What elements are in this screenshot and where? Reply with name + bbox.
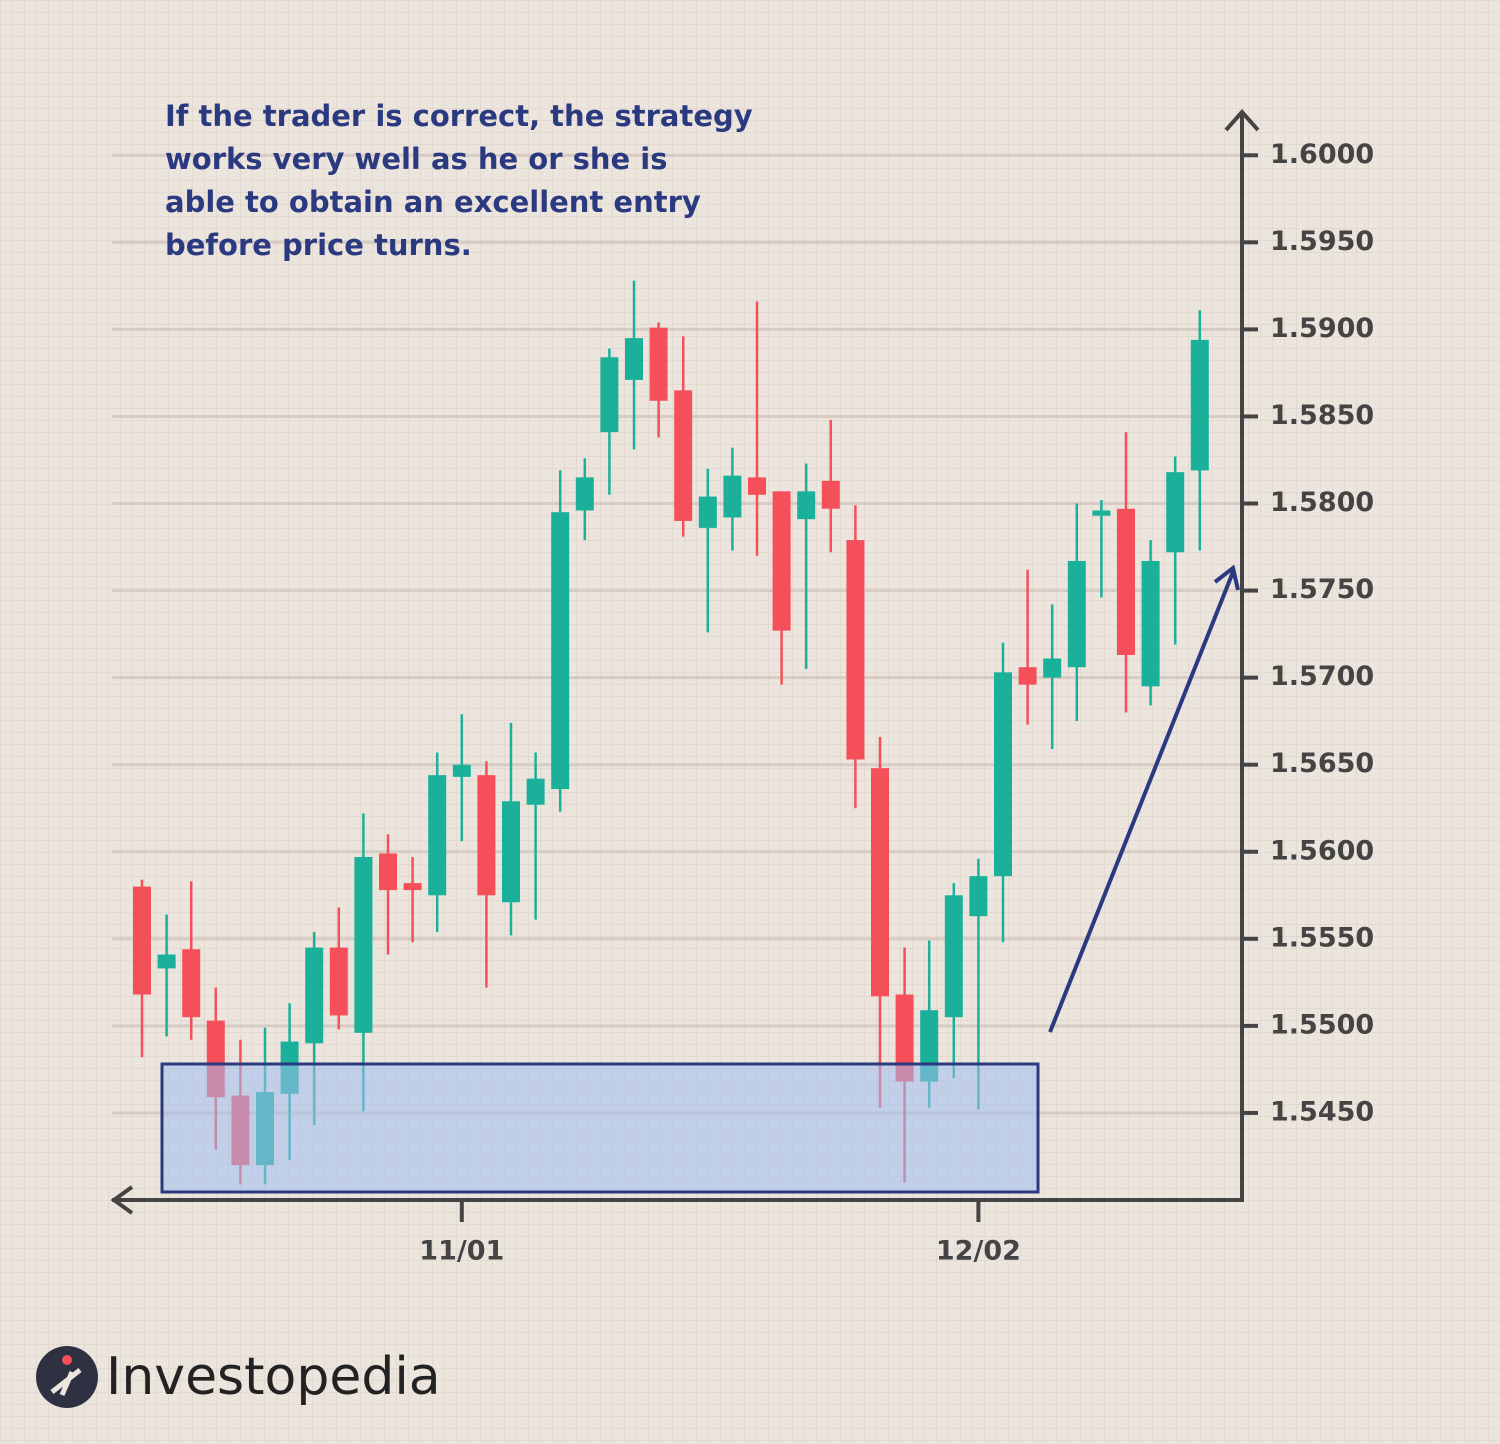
annotation: If the trader is correct, the strategy wo…	[165, 99, 753, 262]
annotation-line: works very well as he or she is	[165, 142, 668, 176]
candle-body	[649, 327, 668, 401]
candle-body	[157, 954, 176, 969]
candle-body	[698, 496, 717, 528]
logo-icon	[36, 1346, 98, 1408]
x-tick-label: 11/01	[419, 1236, 504, 1267]
candles	[133, 280, 1209, 1185]
candle-body	[133, 886, 151, 995]
entry-zone	[160, 1062, 1040, 1194]
x-tick-label: 12/02	[936, 1236, 1021, 1267]
candle-body	[600, 357, 619, 433]
candle-body	[1067, 560, 1086, 668]
candle-body	[821, 480, 840, 509]
brand: Investopedia	[106, 1347, 441, 1407]
candle-body	[1190, 339, 1209, 471]
annotation-line: before price turns.	[165, 228, 472, 262]
y-tick-label: 1.5550	[1270, 922, 1374, 953]
y-tick-label: 1.5700	[1270, 661, 1374, 692]
candle-body	[748, 477, 766, 495]
candle-body	[502, 801, 520, 903]
x-axis-arrow	[110, 1185, 134, 1215]
annotation-line: If the trader is correct, the strategy	[165, 99, 753, 133]
y-tick-label: 1.5800	[1270, 487, 1374, 518]
candle-body	[551, 512, 570, 790]
candle-body	[944, 895, 963, 1018]
y-tick-label: 1.5950	[1270, 226, 1374, 257]
trend-arrow	[1048, 571, 1235, 1033]
annotation-line: able to obtain an excellent entry	[165, 185, 701, 219]
y-tick-label: 1.5750	[1270, 574, 1374, 605]
candle-body	[1018, 667, 1037, 685]
y-tick-label: 1.5850	[1270, 400, 1374, 431]
y-tick-label: 1.5450	[1270, 1096, 1374, 1127]
candle-body	[477, 775, 496, 896]
candle-body	[994, 672, 1012, 877]
candle-body	[1043, 658, 1062, 678]
candle-body	[969, 876, 988, 917]
candle-body	[1092, 510, 1111, 516]
candle-body	[354, 856, 373, 1033]
grid: 1.6000 1.5950 1.5900 1.5850 1.5800 1.5750 1.57…	[112, 139, 1374, 1267]
candle-body	[871, 768, 889, 997]
candle-body	[182, 949, 201, 1018]
logo-dot	[62, 1355, 72, 1365]
candle-body	[1141, 560, 1160, 687]
y-tick-label: 1.5500	[1270, 1009, 1374, 1040]
y-tick-label: 1.5600	[1270, 835, 1374, 866]
candle-body	[329, 947, 348, 1016]
candle-body	[575, 477, 594, 511]
candle-body	[305, 947, 324, 1044]
candle-body	[1117, 508, 1135, 655]
candle-body	[797, 491, 816, 520]
y-axis-arrow	[1224, 108, 1260, 132]
candle-body	[772, 491, 791, 631]
candle-body	[403, 883, 422, 891]
candle-body	[1166, 472, 1185, 553]
trend-arrowhead	[1213, 564, 1240, 591]
candle-body	[452, 764, 471, 777]
y-tick-label: 1.5650	[1270, 748, 1374, 779]
logo-mark	[50, 1368, 82, 1396]
candle-body	[846, 540, 865, 760]
candle-body	[526, 778, 545, 805]
candle-body	[625, 338, 643, 380]
y-tick-label: 1.6000	[1270, 139, 1374, 170]
candle-body	[379, 853, 397, 891]
candle-body	[674, 390, 693, 521]
candle-body	[895, 994, 914, 1082]
logo: Investopedia	[36, 1346, 441, 1408]
candle-body	[428, 775, 447, 896]
y-tick-label: 1.5900	[1270, 313, 1374, 344]
candle-body	[723, 475, 742, 518]
